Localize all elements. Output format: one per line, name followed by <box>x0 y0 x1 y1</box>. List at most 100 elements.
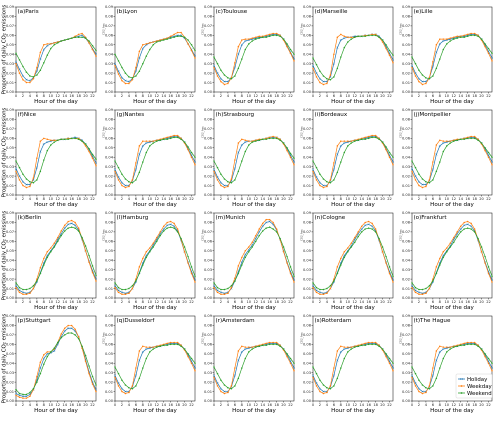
data-point <box>173 225 176 228</box>
data-point <box>487 52 490 55</box>
y-tick-label: 0.09 <box>105 211 114 215</box>
y-tick-label: 0.08 <box>402 118 411 122</box>
x-tick-label: 18 <box>76 197 81 201</box>
x-tick-label: 0 <box>15 300 18 304</box>
data-point <box>371 222 373 225</box>
data-point <box>169 35 172 38</box>
x-tick-label: 14 <box>161 94 166 98</box>
data-point <box>234 75 236 77</box>
data-point <box>392 281 394 283</box>
y-tick-label: 0.04 <box>204 361 213 365</box>
data-point <box>53 42 56 44</box>
x-tick-label: 22 <box>288 197 293 201</box>
panel-title: (h)Strasbourg <box>216 112 255 118</box>
y-tick-label: 0.02 <box>303 71 311 75</box>
data-point <box>166 227 168 229</box>
data-point <box>381 250 384 253</box>
data-point <box>81 32 83 35</box>
data-point <box>442 48 445 51</box>
data-point <box>135 66 137 69</box>
x-tick-label: 0 <box>312 94 315 98</box>
x-tick-label: 10 <box>246 94 251 98</box>
series-line-weekend <box>411 34 493 80</box>
data-point <box>88 254 90 257</box>
data-point <box>138 70 141 72</box>
data-point <box>272 32 274 35</box>
x-tick-label: 20 <box>479 197 484 201</box>
x-tick-label: 2 <box>121 403 123 407</box>
panel: 0.000.010.020.030.040.050.060.070.080.09… <box>102 5 197 105</box>
y-tick-label: 0.08 <box>6 324 15 328</box>
data-point <box>219 181 223 184</box>
series-line-holiday <box>114 343 196 392</box>
data-point <box>194 156 196 158</box>
series-line-weekday <box>312 135 394 188</box>
panel: 0.000.010.020.030.040.050.060.070.080.09… <box>2 107 98 208</box>
x-tick-label: 14 <box>359 300 364 304</box>
data-point <box>350 346 353 348</box>
data-point <box>268 226 271 228</box>
x-tick-label: 18 <box>373 197 378 201</box>
y-tick-label: 0.04 <box>6 258 15 262</box>
data-point <box>421 80 424 83</box>
panel: 0.000.010.020.030.040.050.060.070.080.09… <box>102 211 197 311</box>
data-point <box>371 225 374 228</box>
data-point <box>190 362 193 364</box>
data-point <box>95 158 97 160</box>
x-tick-label: 14 <box>62 300 67 304</box>
y-tick-label: 0.00 <box>204 90 213 94</box>
data-point <box>367 341 370 344</box>
y-tick-label: 0.08 <box>303 118 312 122</box>
data-point <box>169 135 172 138</box>
x-tick-label: 8 <box>340 197 343 201</box>
data-point <box>347 250 349 253</box>
data-point <box>333 385 335 387</box>
data-point <box>227 77 229 79</box>
data-point <box>391 366 395 370</box>
x-tick-label: 0 <box>312 300 315 304</box>
data-point <box>22 288 24 291</box>
data-point <box>124 293 127 295</box>
y-tick-label: 0.05 <box>105 43 113 47</box>
data-point <box>223 83 226 86</box>
data-point <box>336 145 339 147</box>
data-point <box>268 33 271 36</box>
data-point <box>435 377 438 380</box>
data-point <box>319 184 321 187</box>
x-tick-label: 12 <box>154 300 159 304</box>
y-axis-label-small: CO2_frac <box>399 229 403 241</box>
y-axis-label-small: CO2_frac <box>201 126 205 138</box>
data-point <box>272 34 274 37</box>
data-point <box>187 148 189 151</box>
data-point <box>240 43 243 46</box>
data-point <box>463 224 466 227</box>
x-tick-label: 6 <box>36 403 39 407</box>
data-point <box>213 170 215 173</box>
y-tick-label: 0.04 <box>105 258 114 262</box>
x-tick-label: 4 <box>29 403 32 407</box>
data-point <box>216 385 219 387</box>
y-tick-label: 0.01 <box>6 81 14 85</box>
y-tick-label: 0.07 <box>6 230 14 234</box>
y-tick-label: 0.09 <box>6 108 15 112</box>
x-tick-label: 2 <box>121 300 123 304</box>
data-point <box>265 34 267 37</box>
data-point <box>340 367 342 369</box>
data-point <box>81 36 83 38</box>
data-point <box>411 170 413 173</box>
x-tick-label: 0 <box>213 403 216 407</box>
x-tick-label: 2 <box>319 300 321 304</box>
data-point <box>63 138 66 141</box>
x-tick-label: 12 <box>253 403 258 407</box>
y-tick-label: 0.02 <box>402 277 410 281</box>
x-tick-label: 8 <box>241 403 244 407</box>
y-tick-label: 0.06 <box>204 240 213 244</box>
data-point <box>25 81 28 84</box>
panel-title: (c)Toulouse <box>216 9 248 15</box>
data-point <box>339 350 342 353</box>
y-tick-label: 0.00 <box>303 399 312 403</box>
data-point <box>77 230 80 232</box>
data-point <box>417 291 421 294</box>
x-tick-label: 4 <box>128 94 131 98</box>
data-point <box>117 60 120 62</box>
